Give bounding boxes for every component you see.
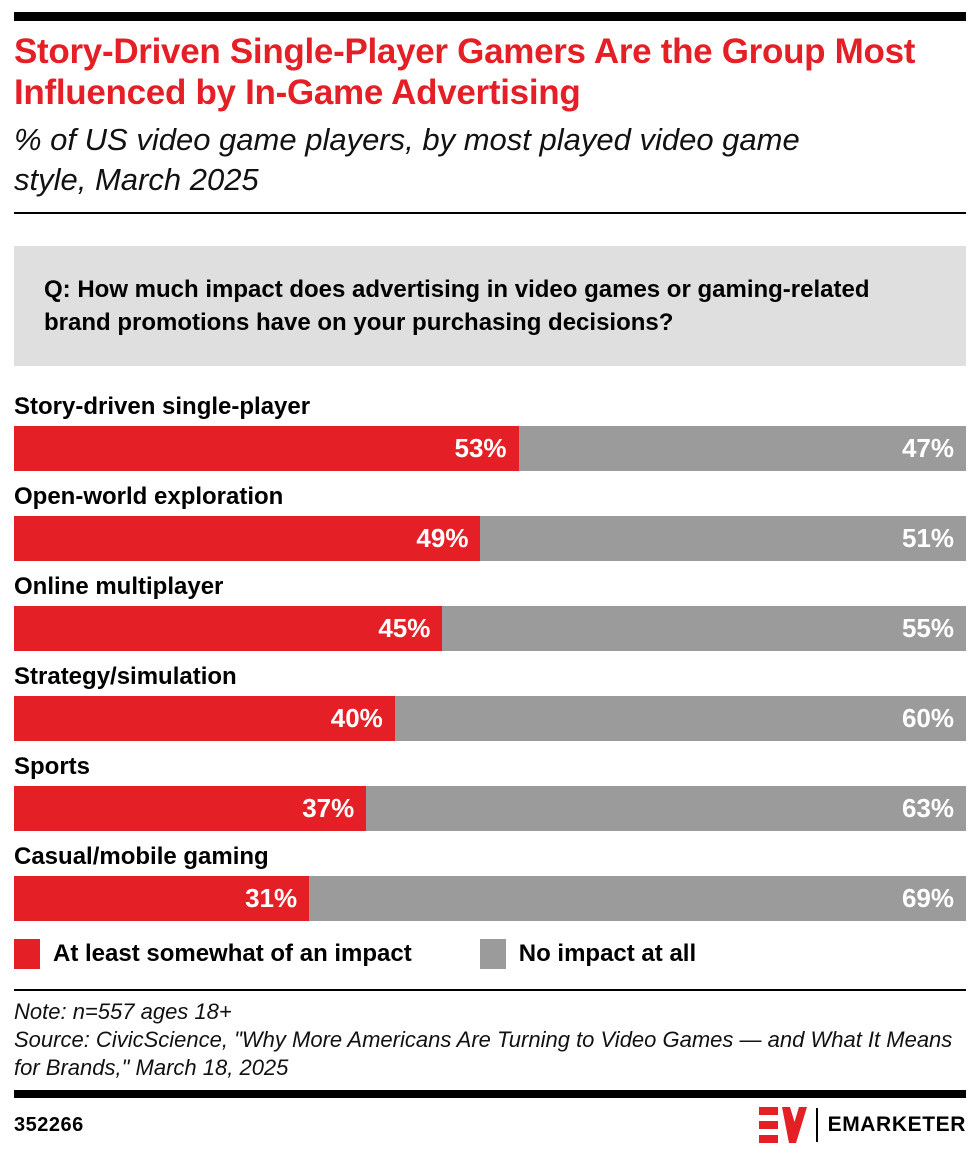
impact-value-label: 45% bbox=[378, 613, 431, 643]
note-text: Note: n=557 ages 18+ bbox=[14, 999, 232, 1024]
category-label: Open-world exploration bbox=[14, 483, 284, 510]
red-legend-swatch bbox=[14, 939, 40, 969]
stacked-bar: 40% 60% bbox=[14, 696, 966, 741]
no-impact-value-label: 51% bbox=[901, 523, 954, 553]
bar-chart: Story-driven single-player 53% 47% Open-wor… bbox=[14, 394, 966, 921]
no-impact-bar-segment: 69% bbox=[309, 876, 966, 921]
no-impact-value-label: 55% bbox=[901, 613, 954, 643]
no-impact-value-label: 69% bbox=[901, 883, 954, 913]
chart-page: Story-Driven Single-Player Gamers Are th… bbox=[0, 12, 980, 1143]
legend-label: No impact at all bbox=[518, 940, 697, 967]
bar-row: Open-world exploration 49% 51% bbox=[14, 484, 966, 561]
impact-bar-segment: 49% bbox=[14, 516, 481, 561]
stacked-bar: 31% 69% bbox=[14, 876, 966, 921]
impact-value-label: 37% bbox=[302, 793, 355, 823]
no-impact-bar-segment: 47% bbox=[518, 426, 966, 471]
footnote-divider bbox=[14, 989, 966, 991]
category-label: Sports bbox=[14, 753, 91, 780]
impact-value-label: 53% bbox=[454, 433, 507, 463]
no-impact-value-label: 63% bbox=[901, 793, 954, 823]
chart-legend: At least somewhat of an impact No impact… bbox=[14, 939, 966, 969]
impact-bar-segment: 37% bbox=[14, 786, 367, 831]
impact-bar-segment: 45% bbox=[14, 606, 443, 651]
legend-label: At least somewhat of an impact bbox=[53, 940, 412, 967]
no-impact-value-label: 47% bbox=[901, 433, 954, 463]
bar-row: Sports 37% 63% bbox=[14, 754, 966, 831]
survey-question-box: Q: How much impact does advertising in v… bbox=[14, 246, 966, 366]
source-text: Source: CivicScience, "Why More American… bbox=[14, 1027, 953, 1080]
stacked-bar: 45% 55% bbox=[14, 606, 966, 651]
impact-bar-segment: 31% bbox=[14, 876, 310, 921]
em-monogram-icon bbox=[758, 1107, 807, 1143]
no-impact-bar-segment: 55% bbox=[442, 606, 966, 651]
footer: 352266 EMARKETER bbox=[14, 1107, 966, 1143]
no-impact-bar-segment: 60% bbox=[394, 696, 966, 741]
impact-value-label: 40% bbox=[330, 703, 383, 733]
impact-bar-segment: 53% bbox=[14, 426, 519, 471]
bottom-accent-bar bbox=[14, 1090, 966, 1098]
impact-value-label: 49% bbox=[416, 523, 469, 553]
legend-item-impact: At least somewhat of an impact bbox=[14, 939, 412, 969]
chart-id: 352266 bbox=[14, 1113, 84, 1136]
impact-value-label: 31% bbox=[245, 883, 298, 913]
bar-row: Story-driven single-player 53% 47% bbox=[14, 394, 966, 471]
stacked-bar: 49% 51% bbox=[14, 516, 966, 561]
brand-name: EMARKETER bbox=[827, 1113, 966, 1136]
stacked-bar: 53% 47% bbox=[14, 426, 966, 471]
bar-row: Casual/mobile gaming 31% 69% bbox=[14, 844, 966, 921]
impact-bar-segment: 40% bbox=[14, 696, 395, 741]
bar-row: Strategy/simulation 40% 60% bbox=[14, 664, 966, 741]
gray-legend-swatch bbox=[479, 939, 506, 969]
bar-row: Online multiplayer 45% 55% bbox=[14, 574, 966, 651]
header-divider bbox=[14, 212, 966, 214]
top-accent-bar bbox=[14, 12, 966, 21]
category-label: Strategy/simulation bbox=[14, 663, 237, 690]
page-title: Story-Driven Single-Player Gamers Are th… bbox=[14, 32, 916, 112]
category-label: Online multiplayer bbox=[14, 573, 224, 600]
stacked-bar: 37% 63% bbox=[14, 786, 966, 831]
legend-item-no-impact: No impact at all bbox=[479, 939, 697, 969]
no-impact-bar-segment: 51% bbox=[480, 516, 966, 561]
emarketer-logo: EMARKETER bbox=[758, 1107, 966, 1143]
no-impact-bar-segment: 63% bbox=[366, 786, 966, 831]
no-impact-value-label: 60% bbox=[901, 703, 954, 733]
page-subtitle: % of US video game players, by most play… bbox=[14, 122, 800, 197]
logo-divider bbox=[815, 1108, 818, 1142]
category-label: Story-driven single-player bbox=[14, 393, 311, 420]
category-label: Casual/mobile gaming bbox=[14, 843, 269, 870]
